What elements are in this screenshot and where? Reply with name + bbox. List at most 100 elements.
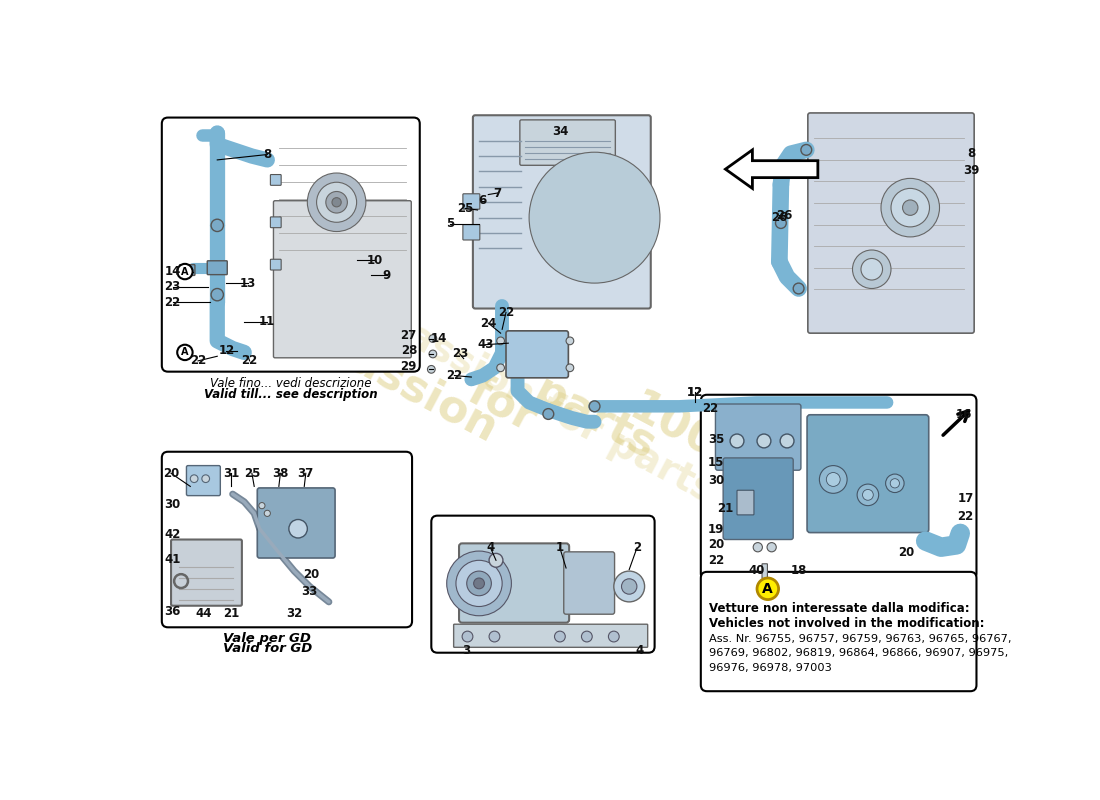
Text: for: for [460,368,544,440]
Circle shape [462,631,473,642]
Circle shape [566,337,574,345]
Circle shape [588,211,601,224]
Circle shape [852,250,891,289]
FancyBboxPatch shape [186,466,220,496]
Circle shape [554,631,565,642]
Text: 21: 21 [223,607,239,620]
FancyBboxPatch shape [520,120,615,166]
Text: 14: 14 [431,332,448,345]
Circle shape [862,490,873,500]
Text: 22: 22 [242,354,257,367]
Circle shape [289,519,307,538]
FancyBboxPatch shape [459,543,569,622]
Text: 26: 26 [776,209,792,222]
Circle shape [891,188,930,227]
Text: 19: 19 [708,523,725,536]
Text: 38: 38 [272,467,288,480]
Text: 22: 22 [190,354,206,367]
Text: 22: 22 [702,402,718,415]
FancyBboxPatch shape [506,331,569,378]
Text: Valid for GD: Valid for GD [222,642,312,655]
Text: 37: 37 [298,467,314,480]
Circle shape [317,182,356,222]
Text: Vale per GD: Vale per GD [223,631,311,645]
FancyBboxPatch shape [473,115,651,309]
Text: 9: 9 [383,269,390,282]
Text: parts: parts [526,370,663,470]
Text: 8: 8 [263,148,272,161]
Text: 4: 4 [635,644,643,657]
Text: 2: 2 [632,542,641,554]
Circle shape [890,478,900,488]
FancyBboxPatch shape [737,490,754,515]
Circle shape [902,200,917,215]
Circle shape [861,258,882,280]
Text: A: A [182,266,189,277]
Circle shape [590,401,600,412]
Text: 34: 34 [552,125,568,138]
Text: 96976, 96978, 97003: 96976, 96978, 97003 [708,663,832,673]
Text: 44: 44 [195,607,211,620]
FancyBboxPatch shape [762,564,768,578]
Text: 28: 28 [402,344,418,358]
Text: 25: 25 [456,202,473,215]
Text: 22: 22 [447,369,462,382]
Text: Vetture non interessate dalla modifica:: Vetture non interessate dalla modifica: [708,602,969,615]
FancyBboxPatch shape [431,516,654,653]
Text: 20: 20 [163,467,179,480]
Text: Valid till... see description: Valid till... see description [204,388,377,402]
Text: A: A [182,347,189,358]
Circle shape [767,542,777,552]
FancyBboxPatch shape [715,404,801,470]
Circle shape [447,551,512,616]
Text: 1: 1 [556,542,564,554]
Text: 12: 12 [219,344,234,358]
Text: 3: 3 [462,644,470,657]
Circle shape [582,631,592,642]
Circle shape [757,578,779,599]
Text: 8: 8 [968,147,976,160]
Text: 25: 25 [244,467,260,480]
Circle shape [544,168,645,268]
Circle shape [429,334,437,342]
Circle shape [332,198,341,207]
Text: 21: 21 [717,502,734,515]
Circle shape [497,364,505,372]
Text: 23: 23 [165,281,180,294]
Circle shape [455,560,502,606]
Text: 41: 41 [164,553,180,566]
Text: 35: 35 [708,433,725,446]
Text: 43: 43 [477,338,494,351]
Text: 96769, 96802, 96819, 96864, 96866, 96907, 96975,: 96769, 96802, 96819, 96864, 96866, 96907… [708,649,1008,658]
FancyBboxPatch shape [563,552,615,614]
Circle shape [560,183,629,252]
Circle shape [211,219,223,231]
Circle shape [202,475,209,482]
Circle shape [264,510,271,517]
Circle shape [621,578,637,594]
FancyBboxPatch shape [271,217,282,228]
Circle shape [566,364,574,372]
Circle shape [466,571,492,596]
Text: 20: 20 [899,546,914,559]
Circle shape [776,218,786,229]
Circle shape [543,409,553,419]
Text: 33: 33 [301,586,318,598]
Circle shape [881,178,939,237]
Text: Vehicles not involved in the modification:: Vehicles not involved in the modificatio… [708,617,984,630]
Circle shape [581,204,608,231]
Text: 22: 22 [708,554,724,567]
Circle shape [474,578,484,589]
Text: 13: 13 [240,277,256,290]
Circle shape [886,474,904,493]
FancyBboxPatch shape [162,452,412,627]
Text: Vale fino... vedi descrizione: Vale fino... vedi descrizione [210,378,371,390]
FancyBboxPatch shape [271,174,282,186]
Circle shape [258,502,265,509]
FancyBboxPatch shape [701,572,977,691]
FancyBboxPatch shape [701,394,977,579]
Circle shape [490,554,503,567]
Circle shape [326,191,348,213]
Text: 12: 12 [686,386,703,399]
Text: 42: 42 [164,529,180,542]
